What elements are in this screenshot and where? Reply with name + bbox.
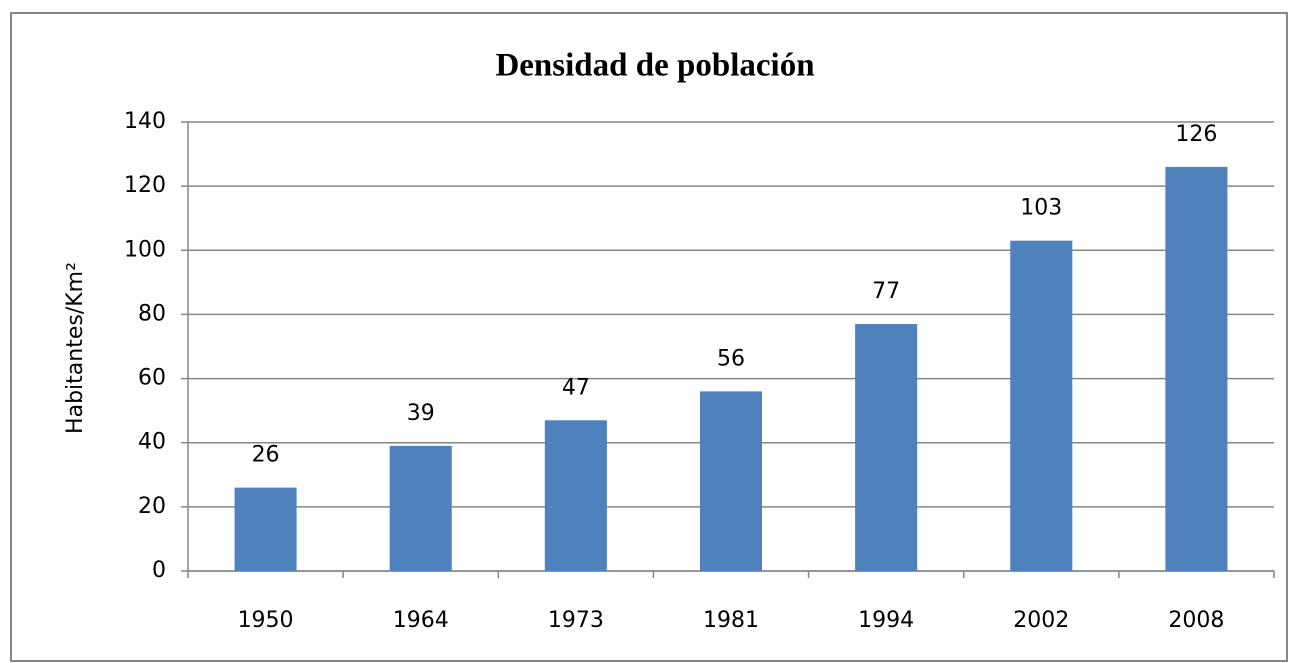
x-tick-label: 1950 bbox=[238, 608, 294, 633]
bar bbox=[544, 420, 607, 571]
y-tick-label: 100 bbox=[124, 237, 166, 262]
data-label: 77 bbox=[872, 279, 900, 304]
data-label: 56 bbox=[717, 346, 745, 371]
data-label: 39 bbox=[407, 401, 435, 426]
bar bbox=[699, 391, 763, 571]
bar bbox=[1165, 166, 1228, 571]
data-label: 47 bbox=[562, 375, 590, 400]
y-tick-label: 20 bbox=[138, 494, 166, 519]
bar bbox=[389, 445, 452, 571]
chart-border bbox=[10, 12, 1288, 662]
y-tick-label: 80 bbox=[138, 301, 166, 326]
y-tick-label: 120 bbox=[124, 173, 166, 198]
data-label: 26 bbox=[252, 443, 280, 468]
bar bbox=[234, 487, 297, 571]
x-tick-label: 1981 bbox=[703, 608, 759, 633]
data-label: 126 bbox=[1175, 122, 1217, 147]
x-tick-label: 1973 bbox=[548, 608, 604, 633]
x-tick-label: 2002 bbox=[1013, 608, 1069, 633]
x-tick-label: 2008 bbox=[1168, 608, 1224, 633]
chart-title: Densidad de población bbox=[495, 48, 814, 84]
y-tick-label: 60 bbox=[138, 366, 166, 391]
x-tick-label: 1994 bbox=[858, 608, 914, 633]
y-axis-label: Habitantes/Km² bbox=[63, 262, 88, 434]
y-tick-label: 0 bbox=[152, 558, 166, 583]
x-tick-label: 1964 bbox=[393, 608, 449, 633]
bar bbox=[855, 324, 918, 571]
y-tick-label: 40 bbox=[138, 430, 166, 455]
y-tick-label: 140 bbox=[124, 109, 166, 134]
data-label: 103 bbox=[1020, 196, 1062, 221]
bar bbox=[1010, 240, 1073, 571]
